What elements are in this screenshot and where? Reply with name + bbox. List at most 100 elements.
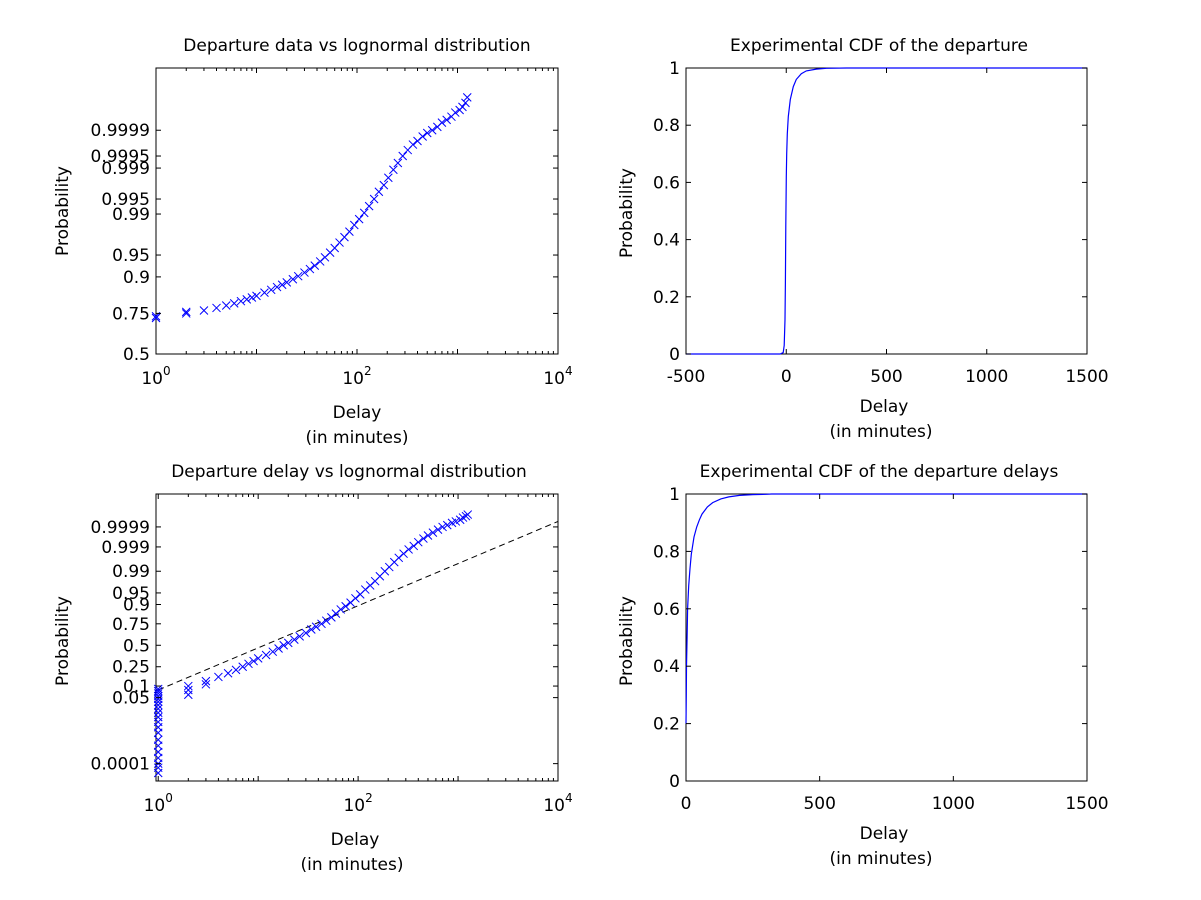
data-point (151, 313, 161, 323)
data-point (153, 704, 163, 714)
plot-area (155, 67, 559, 355)
data-point (418, 132, 428, 141)
data-point (393, 158, 403, 168)
data-point (153, 712, 163, 722)
data-point (383, 173, 393, 183)
data-point (183, 685, 193, 695)
x-axis-label-line2: (in minutes) (830, 849, 933, 869)
y-tick-label: 0.05 (112, 689, 150, 709)
data-point (433, 525, 443, 535)
data-point (462, 93, 472, 102)
data-point (408, 140, 418, 149)
plot-area (155, 493, 559, 782)
data-point (365, 581, 375, 590)
data-point (236, 296, 246, 306)
y-tick-label: 0.9 (123, 268, 150, 288)
chart-panel: Departure delay vs lognormal distributio… (53, 462, 573, 875)
data-point (214, 672, 223, 682)
y-tick-label: 0.8 (653, 116, 680, 136)
data-point (301, 628, 311, 638)
y-tick-label: 0 (669, 345, 680, 365)
data-point (229, 299, 239, 308)
y-tick-label: 1 (669, 485, 680, 505)
y-tick-label: 0.9999 (91, 121, 150, 141)
data-point (427, 125, 437, 135)
y-tick-label: 0.4 (653, 231, 680, 251)
data-point (409, 541, 419, 551)
y-tick-label: 0 (669, 772, 680, 792)
data-point (274, 644, 283, 653)
x-tick-label: 102 (343, 791, 372, 816)
x-tick-label: 1000 (932, 794, 975, 814)
data-point (359, 208, 369, 218)
data-point (349, 220, 359, 230)
x-tick-label: 1500 (1065, 367, 1108, 387)
data-point (463, 510, 473, 519)
y-tick-label: 1 (669, 59, 680, 79)
axis-ticks: 0.0001 0.050.10.250.50.750.90.950.99 0.999… (91, 494, 573, 816)
y-tick-label: 0.99 (112, 205, 150, 225)
data-point (288, 274, 298, 284)
plot-marks (153, 510, 559, 778)
data-point (249, 656, 258, 666)
data-point (231, 665, 241, 675)
data-point (351, 593, 360, 603)
data-point (458, 513, 468, 522)
axis-ticks: 0 0.2 0.4 0.6 0.8 1 0 500 1000 1500 (653, 485, 1109, 814)
data-point (201, 676, 211, 686)
data-point (428, 528, 438, 537)
data-point (423, 531, 433, 540)
data-point (422, 128, 432, 138)
data-point (153, 700, 163, 710)
data-point (153, 708, 163, 718)
data-point (221, 301, 231, 310)
data-point (389, 165, 398, 175)
plot-marks (685, 493, 1087, 724)
x-tick-label: 100 (141, 364, 170, 389)
chart-panel: Experimental CDF of the departure delays… (617, 462, 1109, 869)
data-point (295, 632, 304, 641)
x-axis-label: Delay (860, 824, 909, 844)
x-tick-label: 0 (681, 794, 692, 814)
y-tick-label: 0.999 (101, 538, 150, 558)
data-point (244, 659, 253, 669)
plot-marks (151, 93, 472, 323)
y-tick-label: 0.75 (112, 615, 150, 635)
data-point (321, 616, 331, 626)
data-point (374, 187, 384, 197)
data-point (306, 625, 316, 634)
y-tick-label: 0.5 (123, 636, 150, 656)
data-point (253, 654, 263, 663)
y-tick-label: 0.5 (123, 345, 150, 365)
data-point (364, 201, 374, 211)
data-point (181, 307, 191, 317)
series-line (686, 67, 1087, 355)
y-tick-label: 0.75 (112, 304, 150, 324)
data-point (413, 537, 423, 547)
y-tick-label: 0.1 (123, 677, 150, 697)
data-point (153, 747, 163, 757)
data-point (181, 309, 191, 318)
data-point (317, 619, 326, 629)
x-axis-label: Delay (333, 403, 382, 423)
data-point (311, 622, 321, 632)
chart-panel: Experimental CDF of the departure Delay … (617, 36, 1109, 442)
y-axis-label: Probability (53, 596, 73, 686)
y-tick-label: 0.9999 (91, 518, 150, 538)
x-tick-label: 102 (342, 364, 371, 389)
x-axis-label: Delay (860, 397, 909, 417)
data-point (398, 151, 408, 161)
plot-area (685, 67, 1088, 355)
data-point (437, 118, 447, 127)
data-point (369, 194, 379, 204)
data-point (451, 517, 461, 526)
data-point (379, 180, 389, 190)
data-point (327, 612, 336, 622)
y-axis-label: Probability (617, 168, 637, 258)
data-point (247, 293, 257, 302)
data-point (442, 520, 452, 530)
y-tick-label: 0.2 (653, 715, 680, 735)
x-tick-label: 100 (144, 791, 173, 816)
chart-panel: Departure data vs lognormal distribution… (53, 36, 573, 448)
